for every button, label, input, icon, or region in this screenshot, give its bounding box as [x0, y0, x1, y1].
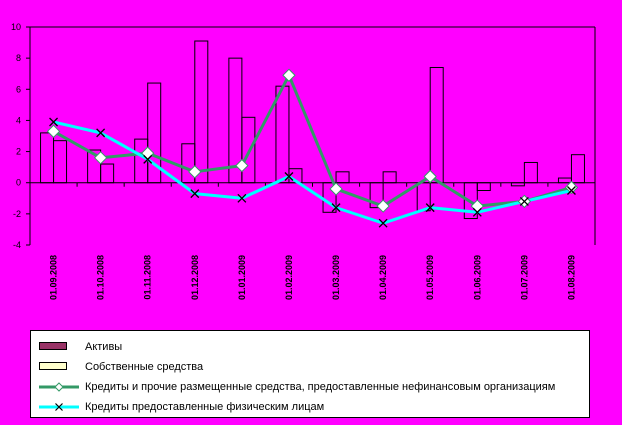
data-point	[566, 186, 576, 195]
data-point	[564, 180, 579, 195]
chart-labels: -4 -2 0 2 4 6 8 10 01.09.2008 01.10.2008 01.11.200…	[11, 22, 576, 300]
data-point	[143, 154, 153, 164]
legend-label-individual-loans: Кредиты предоставленные физическим лицам	[85, 401, 325, 413]
chart: -4 -2 0 2 4 6 8 10 01.09.2008 01.10.2008 01.11.200…	[11, 22, 596, 300]
bar	[335, 171, 350, 184]
y-tick-label: 0	[16, 178, 21, 188]
y-tick-label: 2	[16, 147, 21, 157]
legend-item-individual-loans: Кредиты предоставленные физическим лицам	[39, 397, 589, 417]
bar	[40, 132, 55, 184]
bar	[275, 85, 290, 184]
x-tick-label: 01.09.2008	[49, 255, 59, 300]
data-point	[423, 169, 437, 184]
bar	[194, 40, 209, 184]
legend-item-equity: Собственные средства	[39, 357, 589, 377]
legend-label-assets: Активы	[85, 341, 123, 353]
legend-item-assets: Активы	[39, 337, 589, 357]
series-line	[53, 120, 572, 225]
data-point	[472, 207, 482, 217]
x-tick-label: 01.12.2008	[190, 255, 200, 300]
data-point	[235, 158, 249, 173]
bar	[181, 143, 196, 184]
bar	[429, 66, 444, 184]
legend-swatch-assets	[39, 340, 83, 354]
data-point	[237, 193, 247, 203]
chart-legend: Активы Собственные средства Кредиты и пр…	[30, 330, 590, 418]
y-tick-label: 4	[16, 115, 21, 125]
data-point	[376, 199, 390, 213]
data-point	[49, 117, 59, 127]
y-tick-label: -2	[13, 209, 21, 219]
bar	[53, 140, 68, 184]
legend-symbol-individual-loans	[39, 400, 83, 414]
bar	[147, 82, 162, 184]
chart-markers	[46, 68, 579, 228]
data-point	[188, 165, 202, 179]
chart-axes	[26, 26, 596, 246]
x-tick-label: 01.10.2008	[96, 255, 106, 300]
data-point	[425, 203, 435, 213]
data-point	[378, 218, 388, 228]
x-tick-label: 01.01.2009	[237, 255, 247, 300]
bar	[510, 182, 525, 187]
data-point	[190, 189, 200, 199]
data-point	[282, 68, 296, 82]
y-tick-label: 8	[16, 53, 21, 63]
x-tick-label: 01.05.2009	[425, 255, 435, 300]
chart-bars	[40, 40, 585, 220]
x-tick-label: 01.08.2009	[566, 255, 576, 300]
bar	[557, 177, 572, 184]
data-point	[331, 203, 341, 213]
data-point	[46, 124, 61, 139]
data-point	[284, 172, 294, 181]
bar	[100, 163, 115, 184]
x-tick-label: 01.06.2009	[472, 255, 482, 300]
chart-lines	[52, 73, 572, 225]
bar	[570, 154, 585, 184]
legend-label-corporate-loans: Кредиты и прочие размещенные средства, п…	[85, 381, 556, 393]
bar	[382, 171, 397, 184]
x-tick-label: 01.07.2009	[519, 255, 529, 300]
bar	[241, 116, 256, 184]
data-point	[96, 128, 106, 138]
legend-swatch-equity	[39, 360, 83, 374]
y-tick-label: 6	[16, 84, 21, 94]
x-tick-label: 01.03.2009	[331, 255, 341, 300]
bar	[369, 182, 384, 209]
y-tick-label: 10	[11, 22, 21, 32]
data-point	[93, 151, 108, 165]
data-point	[329, 182, 343, 196]
bar	[523, 161, 538, 184]
y-tick-label: -4	[13, 240, 21, 250]
bar	[476, 182, 491, 191]
legend-label-equity: Собственные средства	[85, 361, 204, 373]
legend-symbol-corporate-loans	[39, 380, 83, 394]
legend-item-corporate-loans: Кредиты и прочие размещенные средства, п…	[39, 377, 589, 397]
data-point	[519, 196, 529, 206]
x-tick-label: 01.11.2008	[143, 255, 153, 300]
x-tick-label: 01.02.2009	[284, 255, 294, 300]
x-tick-label: 01.04.2009	[378, 255, 388, 300]
